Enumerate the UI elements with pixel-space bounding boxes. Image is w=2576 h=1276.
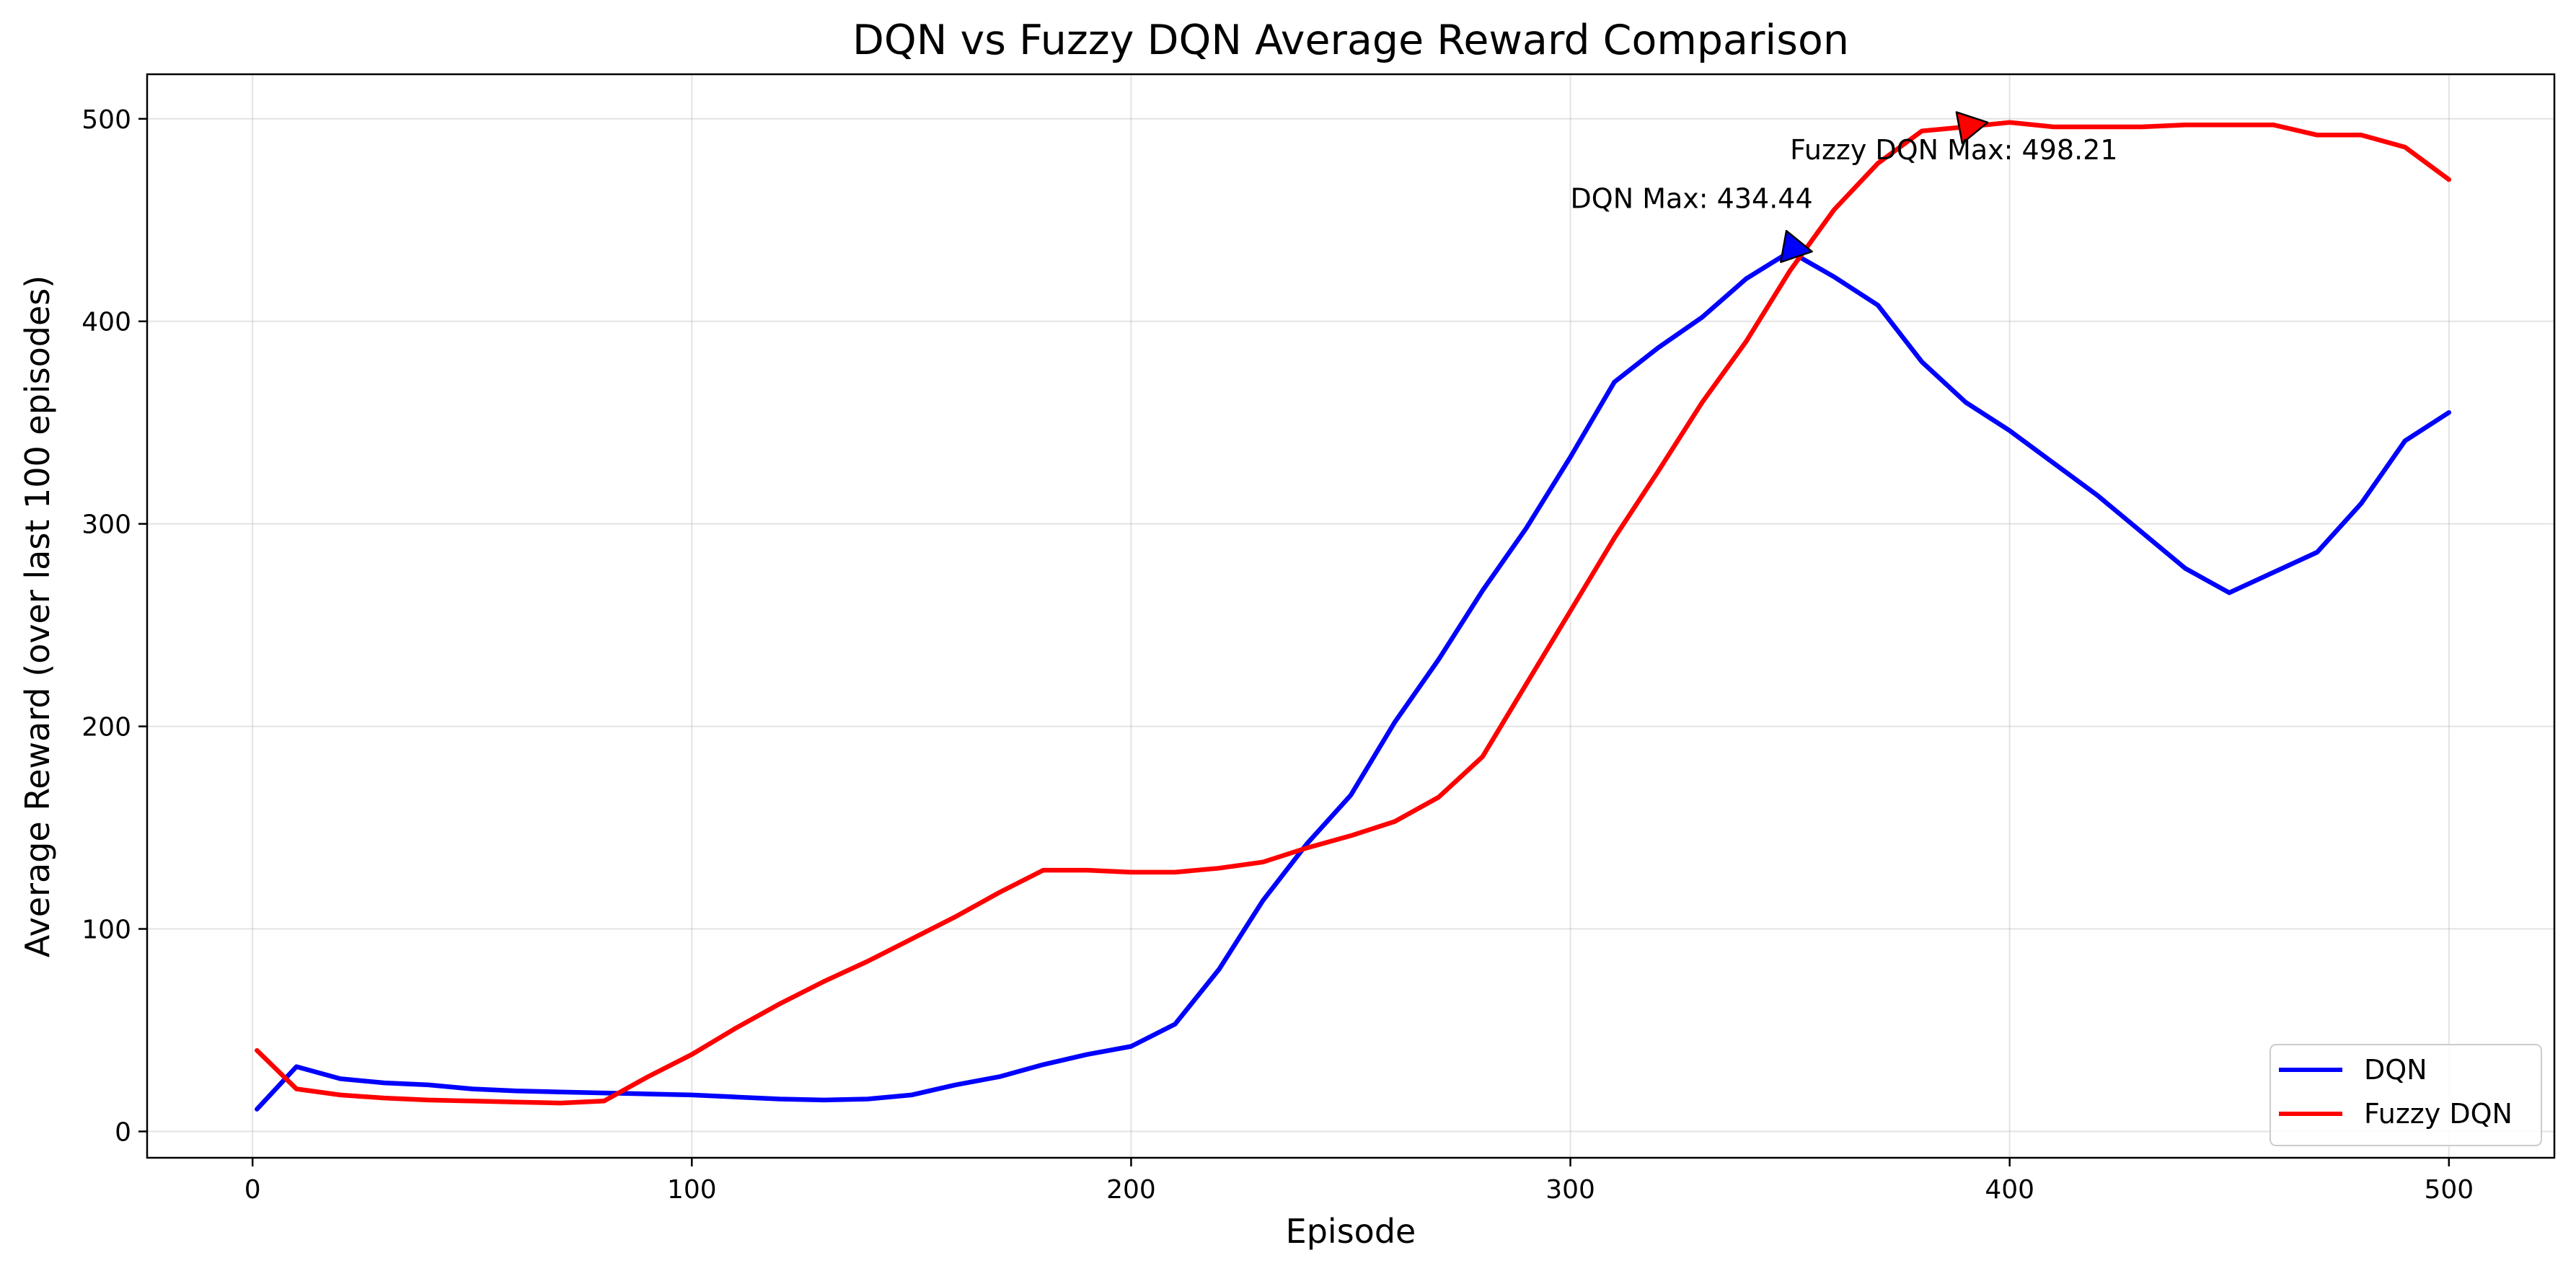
y-tick-label: 300	[81, 510, 131, 540]
x-tick-label: 100	[667, 1175, 717, 1205]
y-tick-label: 100	[81, 916, 131, 945]
series-layer	[255, 120, 2452, 1112]
y-tick-label: 200	[81, 713, 131, 743]
y-axis-label: Average Reward (over last 100 episodes)	[18, 275, 57, 957]
y-tick-label: 500	[81, 105, 131, 135]
annotation-label: DQN Max: 434.44	[1571, 182, 1813, 214]
x-tick-label: 500	[2424, 1175, 2474, 1205]
annotation-layer: DQN Max: 434.44 Fuzzy DQN Max: 498.21	[1571, 111, 2118, 263]
annotation-arrow	[1955, 111, 1989, 145]
x-axis-label: Episode	[1286, 1212, 1416, 1251]
y-tick-label: 0	[115, 1117, 131, 1147]
legend-label-dqn: DQN	[2364, 1054, 2427, 1086]
series-line-fuzzy-dqn	[255, 120, 2452, 1106]
chart-title: DQN vs Fuzzy DQN Average Reward Comparis…	[852, 17, 1849, 64]
grid-lines	[147, 74, 2554, 1158]
legend-label-fuzzy-dqn: Fuzzy DQN	[2364, 1098, 2513, 1130]
annotation-label: Fuzzy DQN Max: 498.21	[1790, 134, 2117, 166]
x-tick-label: 0	[244, 1175, 261, 1205]
x-tick-label: 400	[1985, 1175, 2034, 1205]
legend: DQN Fuzzy DQN	[2270, 1044, 2542, 1146]
y-tick-label: 400	[81, 308, 131, 337]
x-tick-label: 200	[1106, 1175, 1156, 1205]
plot-frame	[146, 73, 2556, 1159]
annotation-arrow	[1780, 229, 1813, 263]
y-axis-ticks: 0 100 200 300 400 500	[81, 105, 147, 1147]
x-tick-label: 300	[1545, 1175, 1595, 1205]
x-axis-ticks: 0 100 200 300 400 500	[244, 1158, 2474, 1205]
